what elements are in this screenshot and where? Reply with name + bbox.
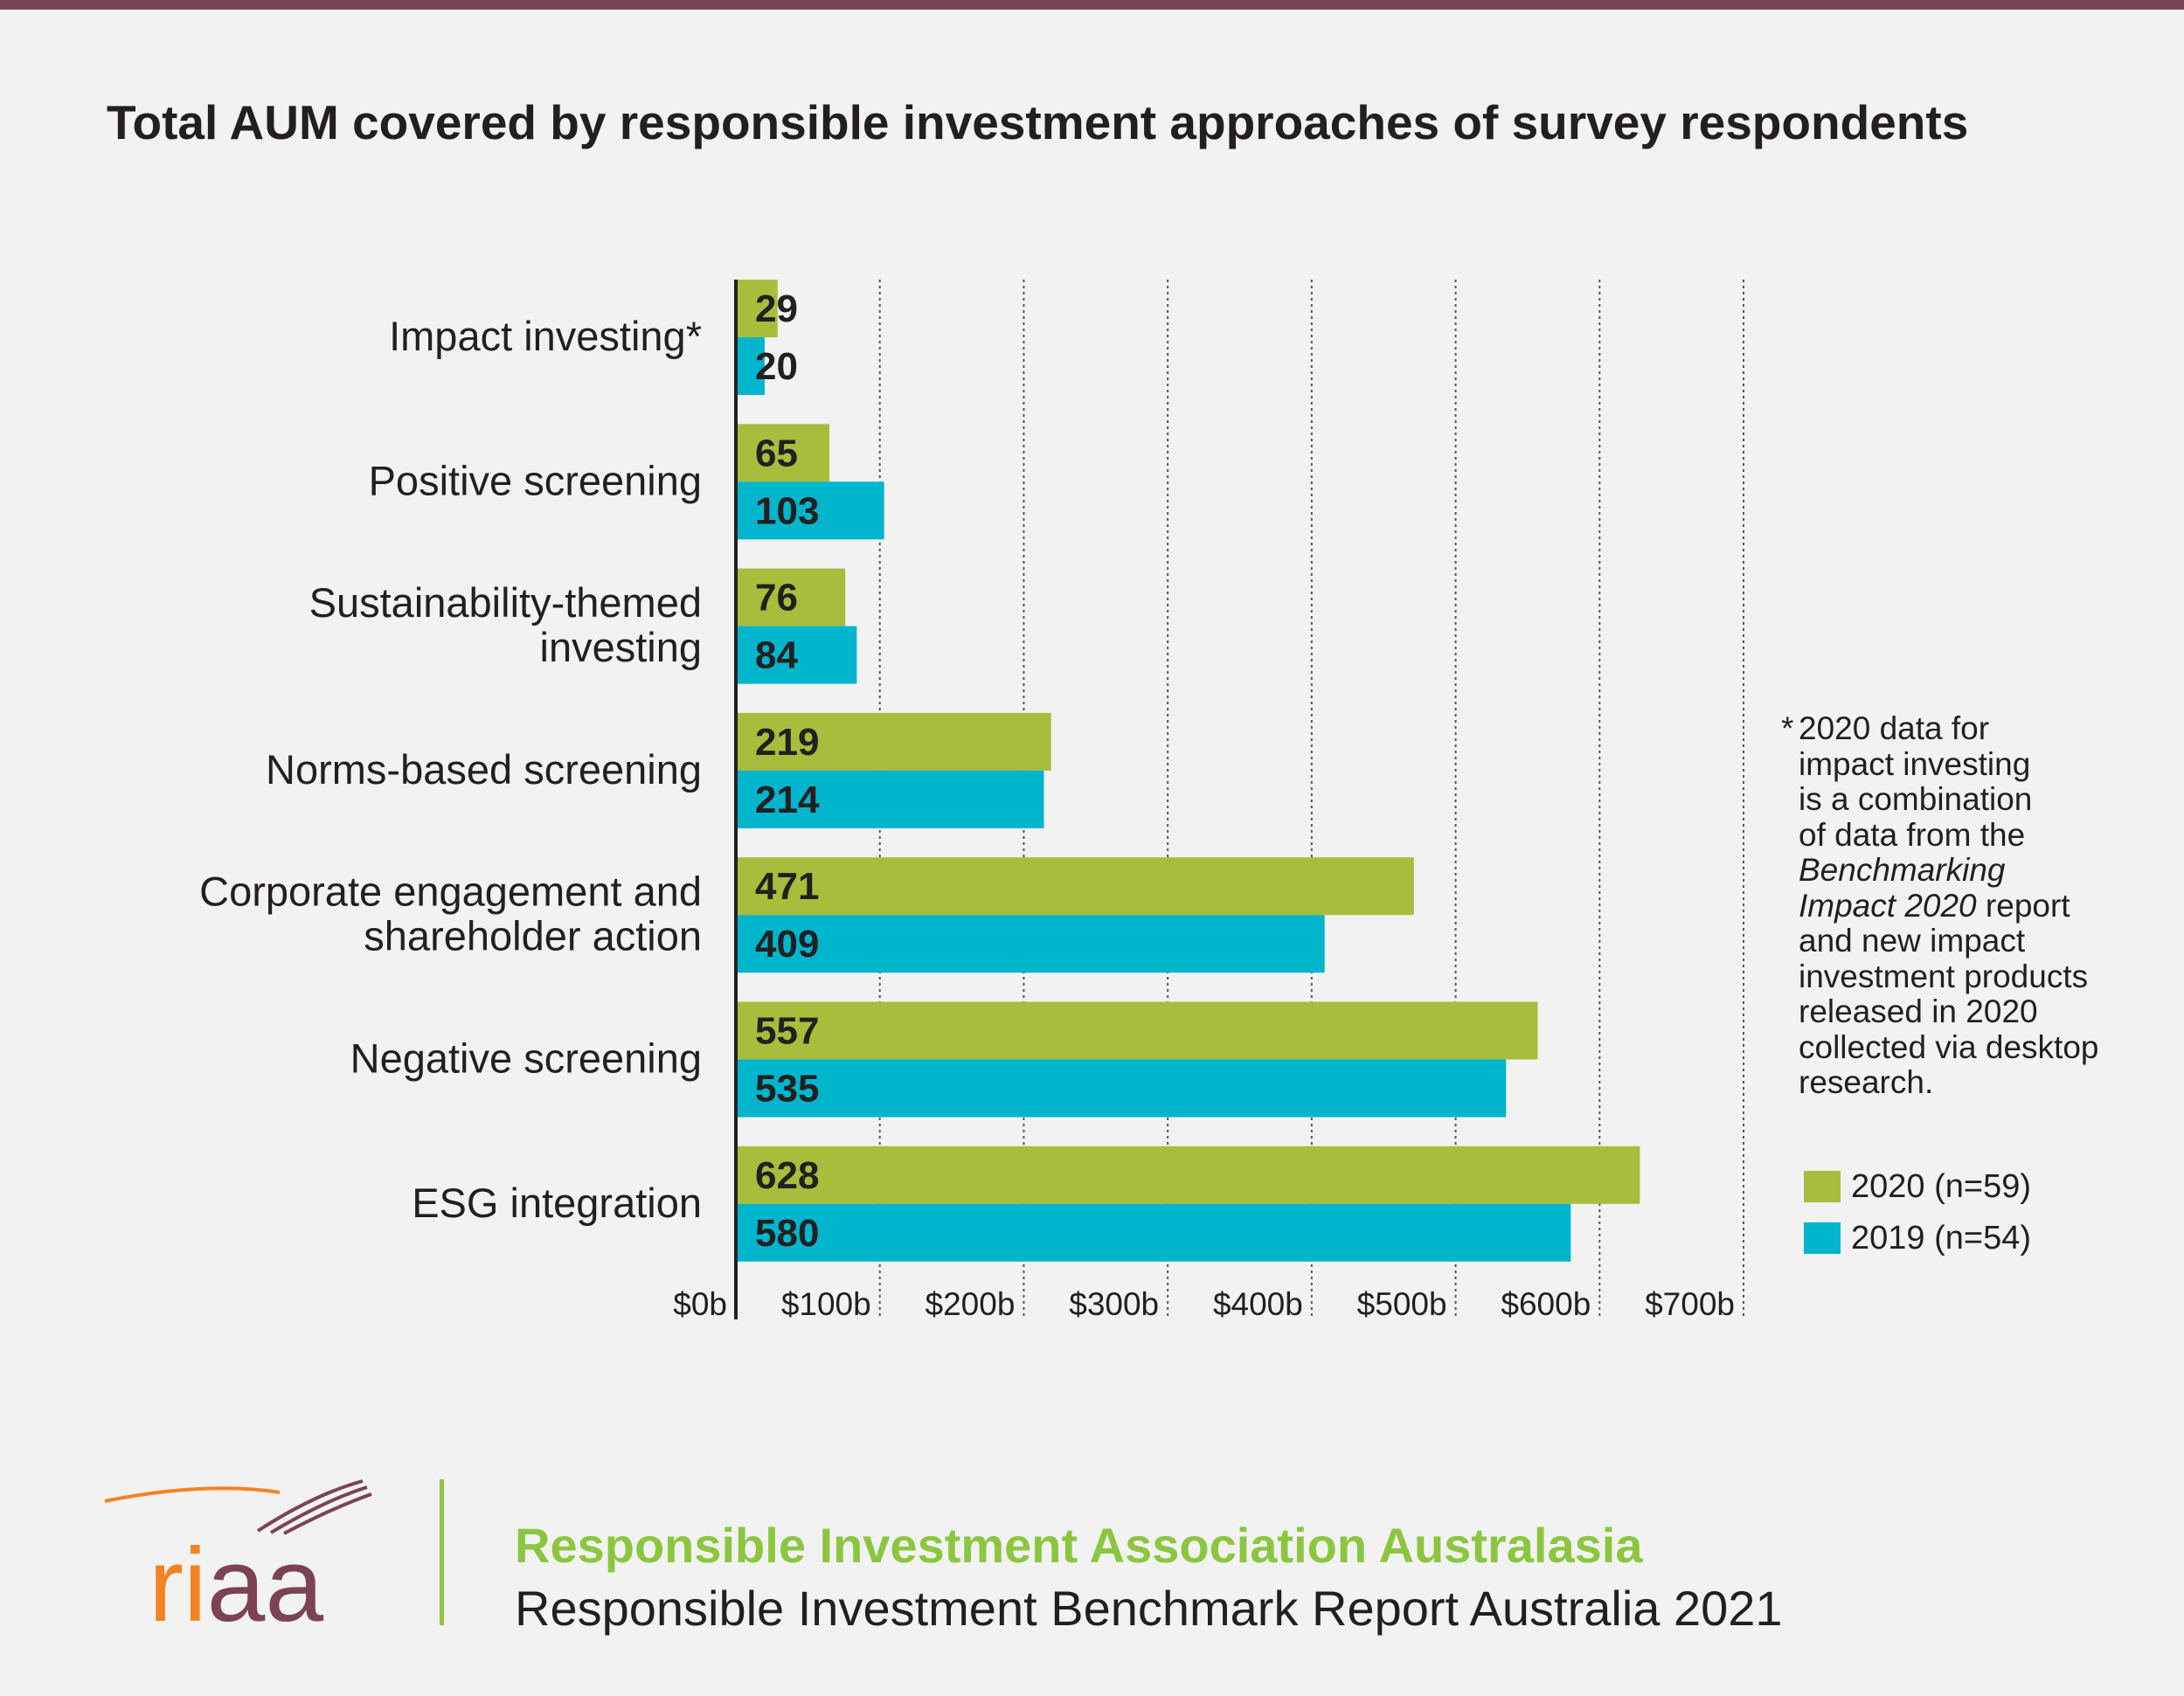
bar-1-series-0 [736, 424, 830, 482]
category-label-1: Positive screening [369, 457, 702, 503]
footnote-line: of data from the [1799, 816, 2148, 854]
bar-1-series-1 [736, 481, 884, 540]
category-label-0: Impact investing* [389, 313, 702, 359]
footnote-line: Impact 2020 report [1799, 887, 2148, 924]
bar-6-series-0 [736, 1146, 1640, 1204]
footer-org-name: Responsible Investment Association Austr… [515, 1518, 1643, 1573]
footnote-text-segment: impact investing [1799, 745, 2031, 782]
bar-value-label-3-1: 214 [755, 779, 820, 821]
bar-4-series-0 [736, 857, 1414, 916]
bar-value-label-5-0: 557 [755, 1010, 819, 1053]
footnote-text-segment: report [1976, 887, 2070, 924]
footnote-italic-text: Benchmarking [1799, 852, 2006, 888]
bar-2-series-1 [736, 626, 857, 684]
footer-divider [440, 1479, 444, 1625]
bar-value-label-0-1: 20 [755, 345, 798, 388]
legend-swatch [1804, 1222, 1841, 1254]
x-tick-label-300: $300b [1069, 1286, 1159, 1322]
logo-swoosh-1 [256, 1479, 364, 1533]
footnote-text: 2020 data for impact investing is a combin… [1781, 710, 2148, 1101]
logo-swoosh-2 [269, 1485, 368, 1534]
bar-value-label-6-1: 580 [755, 1212, 819, 1255]
logo-swoosh-orange [104, 1486, 281, 1503]
footnote-text-segment: released in 2020 [1799, 993, 2038, 1029]
x-tick-label-600: $600b [1501, 1286, 1591, 1322]
footnote-line: collected via desktop [1799, 1028, 2148, 1066]
legend-item-1: 2019 (n=54) [1804, 1219, 2031, 1256]
logo-wordmark: riaa [149, 1526, 323, 1634]
legend: 2020 (n=59) 2019 (n=54) [1804, 1167, 2031, 1272]
footnote-text-segment: research. [1799, 1064, 1934, 1100]
bar-0-series-0 [736, 280, 778, 337]
category-label-4-line-1: shareholder action [364, 913, 702, 959]
x-tick-label-200: $200b [926, 1286, 1016, 1322]
footnote-line: Benchmarking [1799, 852, 2148, 889]
x-tick-label-100: $100b [781, 1286, 871, 1322]
category-label-2-line-1: investing [540, 624, 703, 670]
x-tick-label-0: $0b [673, 1286, 727, 1322]
footnote-line: and new impact [1799, 923, 2148, 959]
footnote-text-segment: investment products [1799, 958, 2089, 994]
x-tick-label-500: $500b [1357, 1286, 1447, 1322]
footnote-line: research. [1799, 1064, 2148, 1101]
bar-3-series-1 [736, 770, 1044, 828]
legend-swatch [1804, 1171, 1841, 1202]
footnote-text-segment: of data from the [1799, 816, 2026, 853]
bar-5-series-1 [736, 1059, 1507, 1118]
chart-title: Total AUM covered by responsible investm… [107, 95, 1969, 149]
footnote-line: released in 2020 [1799, 993, 2148, 1030]
bar-value-label-2-1: 84 [755, 634, 798, 677]
legend-label: 2020 (n=59) [1851, 1167, 2031, 1205]
bar-value-label-6-0: 628 [755, 1154, 819, 1197]
bar-value-label-2-0: 76 [755, 577, 798, 620]
footnote-line: impact investing [1799, 745, 2148, 783]
category-label-2-line-0: Sustainability-themed [309, 579, 702, 626]
footnote-text-segment: and new impact [1799, 923, 2026, 959]
footnote-text-segment: collected via desktop [1799, 1028, 2099, 1065]
footnote-text-segment: is a combination [1799, 781, 2033, 817]
footnote: * 2020 data for impact investing is a comb… [1781, 710, 2148, 1101]
legend-item-0: 2020 (n=59) [1804, 1167, 2031, 1205]
bar-3-series-0 [736, 712, 1051, 771]
bar-value-label-1-1: 103 [755, 489, 819, 532]
top-rule [0, 0, 2184, 10]
footnote-italic-text: Impact 2020 [1799, 887, 1977, 924]
footnote-line: is a combination [1799, 781, 2148, 818]
bar-4-series-1 [736, 915, 1325, 973]
riaa-logo: riaa [104, 1479, 372, 1634]
bar-6-series-1 [736, 1203, 1571, 1262]
bar-value-label-3-0: 219 [755, 721, 819, 764]
category-label-3: Norms-based screening [266, 746, 702, 793]
x-tick-label-400: $400b [1213, 1286, 1303, 1322]
category-label-5: Negative screening [350, 1035, 702, 1082]
footnote-line: 2020 data for [1799, 710, 2148, 747]
footnote-asterisk: * [1781, 710, 1794, 746]
bar-value-label-4-0: 471 [755, 865, 819, 908]
bar-value-label-0-0: 29 [755, 287, 798, 330]
category-label-4-line-0: Corporate engagement and [199, 869, 702, 915]
x-tick-label-700: $700b [1645, 1286, 1735, 1322]
category-label-6: ESG integration [412, 1180, 702, 1226]
logo-swoosh-3 [283, 1492, 372, 1535]
bar-value-label-4-1: 409 [755, 923, 819, 966]
legend-label: 2019 (n=54) [1851, 1219, 2031, 1256]
footnote-text-segment: 2020 data for [1799, 710, 1990, 746]
bar-5-series-0 [736, 1001, 1538, 1060]
bar-2-series-0 [736, 568, 846, 626]
bar-value-label-1-0: 65 [755, 432, 798, 474]
footer-report-name: Responsible Investment Benchmark Report … [515, 1581, 1783, 1636]
bar-0-series-1 [736, 337, 765, 395]
footnote-line: investment products [1799, 959, 2148, 995]
bar-value-label-5-1: 535 [755, 1068, 819, 1111]
